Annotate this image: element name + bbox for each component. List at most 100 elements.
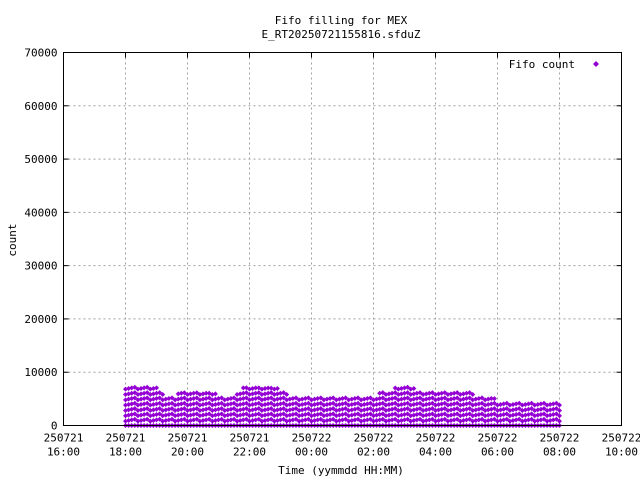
data-point: [454, 406, 460, 412]
data-point: [178, 390, 184, 396]
data-point: [442, 406, 448, 412]
data-point: [318, 411, 324, 417]
data-point: [157, 411, 163, 417]
data-point: [330, 400, 336, 406]
plot-frame: [63, 52, 622, 426]
data-point: [491, 400, 497, 406]
x-tick-time: 22:00: [233, 446, 266, 459]
data-point: [144, 390, 150, 396]
data-point: [305, 411, 311, 417]
data-point: [467, 400, 473, 406]
data-point: [541, 411, 547, 417]
x-tick-date: 250722: [292, 432, 332, 445]
data-point: [132, 384, 138, 390]
data-point: [491, 406, 497, 412]
data-point: [467, 390, 473, 396]
data-point: [318, 400, 324, 406]
data-point: [405, 384, 411, 390]
data-point: [132, 406, 138, 412]
data-point: [504, 416, 510, 422]
x-tick-time: 08:00: [543, 446, 576, 459]
data-point: [516, 411, 522, 417]
data-point: [231, 411, 237, 417]
data-point: [467, 406, 473, 412]
data-point: [132, 390, 138, 396]
y-tick-label: 40000: [24, 206, 57, 219]
data-point: [256, 411, 262, 417]
data-point: [557, 402, 562, 408]
data-point: [330, 411, 336, 417]
x-tick-date: 250721: [44, 432, 84, 445]
data-point: [355, 406, 361, 412]
data-point: [479, 395, 485, 401]
data-point: [467, 395, 473, 401]
grid: [63, 52, 622, 426]
data-point: [467, 411, 473, 417]
data-point: [392, 411, 398, 417]
data-point: [557, 407, 562, 413]
data-point: [454, 400, 460, 406]
data-point: [256, 416, 262, 422]
data-point: [194, 416, 200, 422]
x-tick-time: 16:00: [47, 446, 80, 459]
data-point: [343, 416, 349, 422]
data-point: [429, 416, 435, 422]
data-point: [516, 400, 522, 406]
data-point: [491, 411, 497, 417]
data-point: [256, 395, 262, 401]
data-point: [380, 411, 386, 417]
data-point: [181, 400, 187, 406]
data-point: [191, 390, 197, 396]
data-point: [392, 416, 398, 422]
data-point: [429, 400, 435, 406]
data-point: [380, 390, 386, 396]
y-tick-label: 10000: [24, 366, 57, 379]
axis-ticks: 0 10000 20000 30000 40000 50000 60000 70000 2507…: [24, 47, 640, 459]
data-point: [541, 400, 547, 406]
data-point: [305, 406, 311, 412]
data-point: [541, 416, 547, 422]
data-point: [284, 391, 290, 397]
data-point: [231, 400, 237, 406]
data-point: [392, 400, 398, 406]
data-point: [212, 391, 218, 397]
data-point: [157, 406, 163, 412]
data-point: [293, 400, 299, 406]
data-point: [253, 406, 259, 412]
data-point: [318, 395, 324, 401]
data-point: [454, 416, 460, 422]
data-point: [557, 418, 562, 424]
data-point: [405, 411, 411, 417]
y-tick-label: 20000: [24, 313, 57, 326]
data-point: [169, 416, 175, 422]
data-point: [367, 406, 373, 412]
data-point: [194, 400, 200, 406]
data-point: [231, 416, 237, 422]
data-point: [479, 406, 485, 412]
data-point: [429, 390, 435, 396]
data-point: [355, 395, 361, 401]
data-point: [429, 406, 435, 412]
data-point: [256, 400, 262, 406]
data-point: [219, 400, 225, 406]
x-tick-time: 04:00: [419, 446, 452, 459]
data-point: [405, 416, 411, 422]
chart-title: Fifo filling for MEX: [275, 14, 408, 27]
data-point: [507, 418, 513, 424]
x-tick-date: 250721: [230, 432, 270, 445]
x-tick-time: 06:00: [481, 446, 514, 459]
data-point: [281, 411, 287, 417]
y-tick-label: 30000: [24, 260, 57, 273]
data-point: [281, 400, 287, 406]
data-point: [405, 395, 411, 401]
data-point: [380, 400, 386, 406]
data-point: [253, 412, 259, 418]
data-point: [194, 411, 200, 417]
data-point: [268, 400, 274, 406]
data-point: [454, 395, 460, 401]
data-point: [194, 395, 200, 401]
data-point: [240, 385, 246, 391]
data-point: [194, 406, 200, 412]
data-point: [293, 406, 299, 412]
